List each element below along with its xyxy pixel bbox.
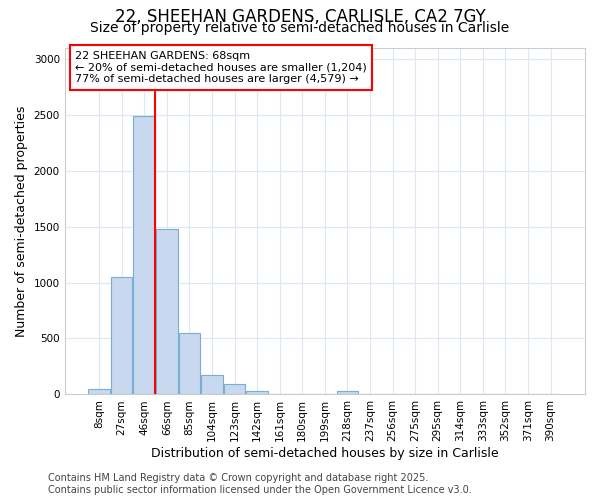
Bar (201, 376, 223, 394)
Text: Contains HM Land Registry data © Crown copyright and database right 2025.
Contai: Contains HM Land Registry data © Crown c… (48, 474, 472, 495)
Bar (224, 384, 245, 394)
Bar (133, 116, 155, 394)
Bar (111, 277, 133, 394)
Bar (337, 391, 358, 394)
Bar (247, 391, 268, 394)
Text: 22 SHEEHAN GARDENS: 68sqm
← 20% of semi-detached houses are smaller (1,204)
77% : 22 SHEEHAN GARDENS: 68sqm ← 20% of semi-… (75, 51, 367, 84)
Y-axis label: Number of semi-detached properties: Number of semi-detached properties (15, 106, 28, 336)
Bar (156, 229, 178, 394)
X-axis label: Distribution of semi-detached houses by size in Carlisle: Distribution of semi-detached houses by … (151, 447, 499, 460)
Bar (88, 389, 110, 394)
Text: 22, SHEEHAN GARDENS, CARLISLE, CA2 7GY: 22, SHEEHAN GARDENS, CARLISLE, CA2 7GY (115, 8, 485, 26)
Text: Size of property relative to semi-detached houses in Carlisle: Size of property relative to semi-detach… (91, 21, 509, 35)
Bar (179, 333, 200, 394)
